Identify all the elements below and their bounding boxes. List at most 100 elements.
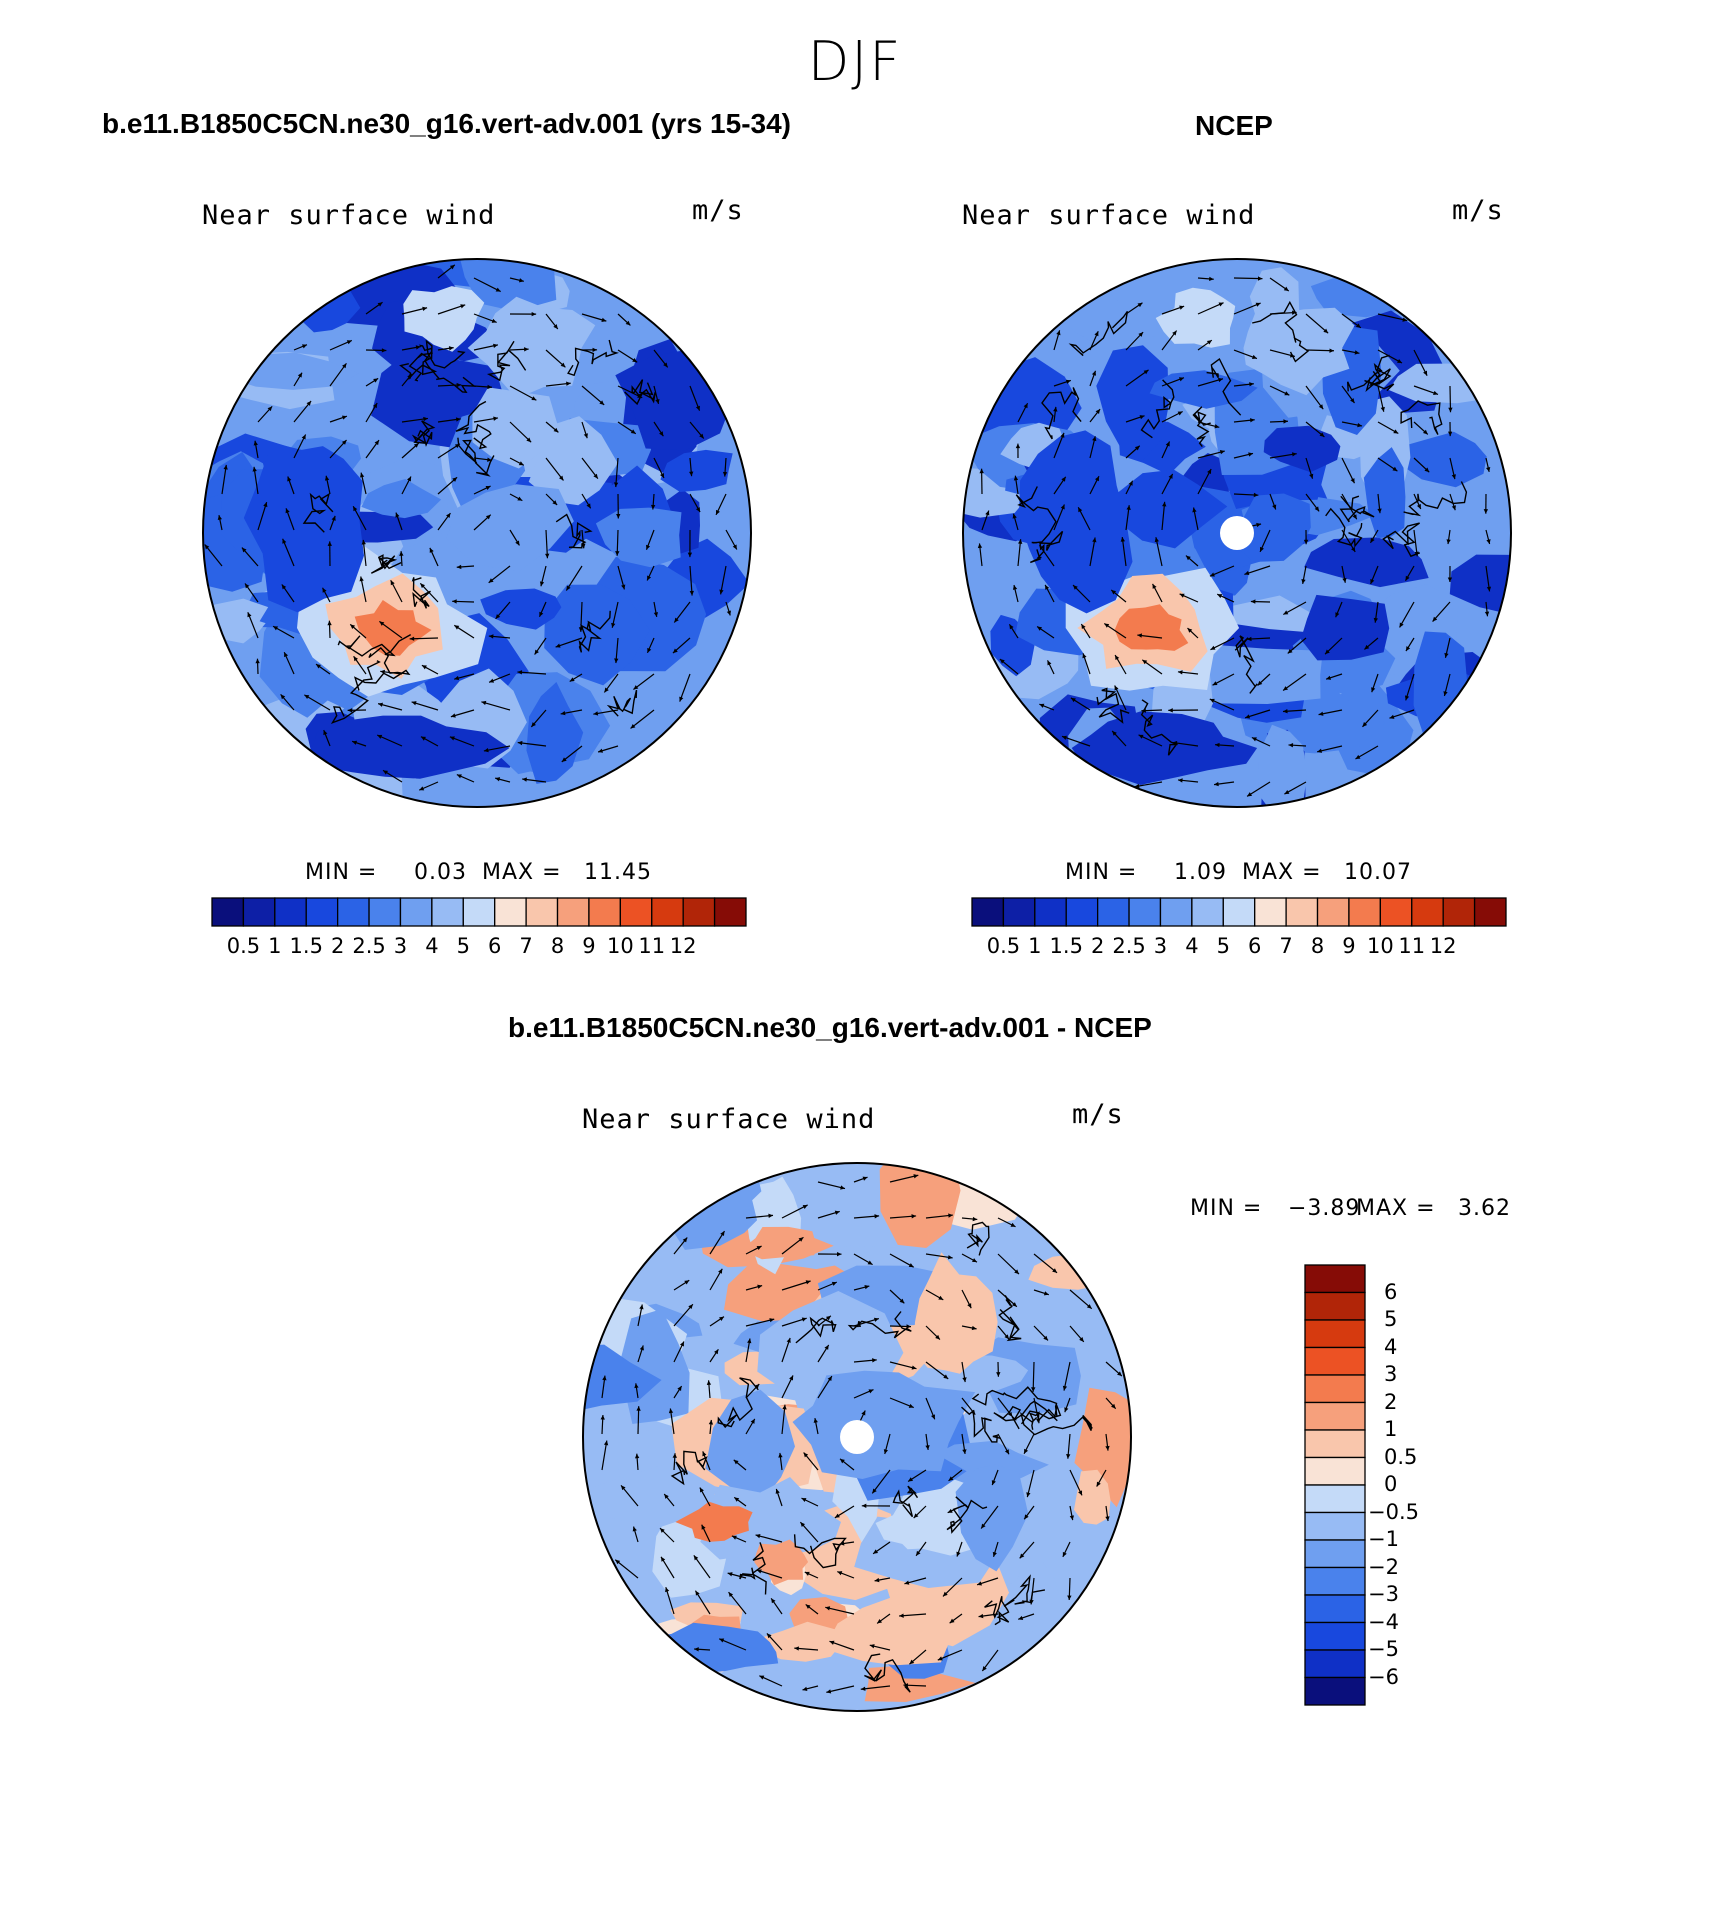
wind-vector	[853, 1214, 880, 1219]
wind-vector	[925, 1433, 930, 1450]
wind-vector	[637, 1345, 644, 1363]
wind-vector	[509, 311, 537, 317]
wind-vector	[1364, 637, 1379, 650]
wind-vector	[437, 264, 456, 279]
wind-vector	[1125, 302, 1143, 315]
wind-vector	[473, 416, 499, 423]
contour-region	[754, 1539, 809, 1586]
colorbar-box	[1096, 897, 1130, 927]
wind-vector	[377, 734, 403, 747]
colorbar-tick-label: −0.5	[1368, 1499, 1419, 1524]
diff-units-label: m/s	[1072, 1099, 1124, 1130]
wind-vector	[1389, 709, 1415, 719]
wind-vector	[781, 1375, 794, 1399]
wind-vector	[545, 529, 550, 559]
wind-vector	[665, 1587, 675, 1615]
wind-vector	[979, 468, 984, 495]
wind-vector	[365, 439, 380, 459]
colorbar-box	[305, 897, 339, 927]
wind-vector	[359, 576, 367, 603]
wind-vector	[755, 1534, 783, 1543]
wind-vector	[365, 301, 383, 315]
wind-vector	[731, 1535, 747, 1543]
contour-region	[675, 1501, 753, 1542]
wind-vector	[287, 476, 295, 495]
colorbar-box	[368, 897, 402, 927]
wind-vector	[1080, 623, 1091, 639]
wind-vector	[581, 457, 599, 479]
wind-vector	[1069, 1469, 1083, 1496]
wind-vector	[817, 1210, 840, 1219]
colorbar-box	[1442, 897, 1476, 927]
wind-vector	[997, 1289, 1018, 1308]
wind-vector	[1061, 735, 1091, 747]
wind-vector	[673, 1279, 690, 1291]
wind-vector	[1033, 1289, 1050, 1296]
wind-vector	[581, 421, 588, 439]
colorbar-box	[1304, 1429, 1366, 1459]
wind-vector	[1008, 624, 1019, 639]
coastline	[457, 437, 495, 477]
wind-vector	[517, 740, 547, 747]
wind-vector	[419, 582, 439, 603]
wind-vector	[745, 1318, 775, 1327]
wind-vector	[1318, 709, 1343, 716]
wind-vector	[1125, 505, 1131, 531]
wind-vector	[948, 1469, 963, 1482]
wind-vector	[653, 349, 669, 368]
wind-vector	[351, 740, 367, 747]
wind-vector	[1070, 697, 1091, 711]
contour-region	[955, 1464, 1029, 1572]
wind-vector	[1017, 539, 1023, 567]
wind-vector	[672, 637, 691, 654]
wind-vector	[349, 623, 367, 639]
wind-vector	[473, 457, 492, 462]
colorbar-box	[1304, 1621, 1366, 1651]
wind-vector	[1209, 698, 1235, 711]
wind-vector	[545, 457, 564, 481]
wind-vector	[1257, 673, 1271, 686]
wind-vector	[561, 745, 583, 763]
coastline	[1382, 522, 1421, 558]
wind-vector	[673, 1341, 685, 1363]
wind-vector	[781, 1204, 808, 1219]
coastline	[1192, 406, 1211, 448]
wind-vector	[1213, 781, 1235, 787]
colorbar-box	[211, 897, 245, 927]
wind-vector	[961, 1433, 967, 1455]
wind-vector	[745, 1284, 763, 1291]
wind-vector	[1033, 1397, 1041, 1424]
wind-vector	[1413, 349, 1428, 376]
wind-vector	[1216, 593, 1235, 603]
wind-vector	[915, 1541, 927, 1557]
contour-region	[741, 1226, 816, 1260]
coastline	[847, 1311, 912, 1339]
wind-vector	[903, 1683, 927, 1688]
colorbar-tick-label: −6	[1368, 1664, 1399, 1689]
colorbar-tick-label: 0.5	[226, 934, 261, 958]
colorbar-tick-label: 7	[1279, 934, 1293, 958]
wind-vector	[689, 565, 694, 596]
colorbar-tick-label: 3	[1153, 934, 1168, 958]
wind-vector	[977, 543, 983, 567]
wind-vector	[545, 421, 559, 433]
contour-region	[544, 584, 650, 686]
wind-vector	[1089, 436, 1097, 459]
wind-vector	[456, 774, 475, 783]
wind-vector	[1072, 584, 1091, 603]
wind-vector	[781, 1317, 807, 1327]
model-max-label: MAX =	[482, 860, 562, 885]
wind-vector	[781, 1404, 787, 1435]
wind-vector	[1038, 544, 1055, 567]
wind-vector	[1187, 627, 1199, 639]
wind-vector	[1446, 529, 1451, 545]
coastline	[1140, 379, 1175, 439]
contour-region	[1230, 493, 1311, 562]
wind-vector	[1197, 339, 1213, 351]
wind-vector	[1282, 709, 1307, 714]
wind-vector	[538, 601, 547, 617]
wind-vector	[1105, 1361, 1123, 1377]
wind-vector	[645, 529, 655, 550]
wind-vector	[1018, 1613, 1035, 1620]
colorbar-box	[1065, 897, 1099, 927]
